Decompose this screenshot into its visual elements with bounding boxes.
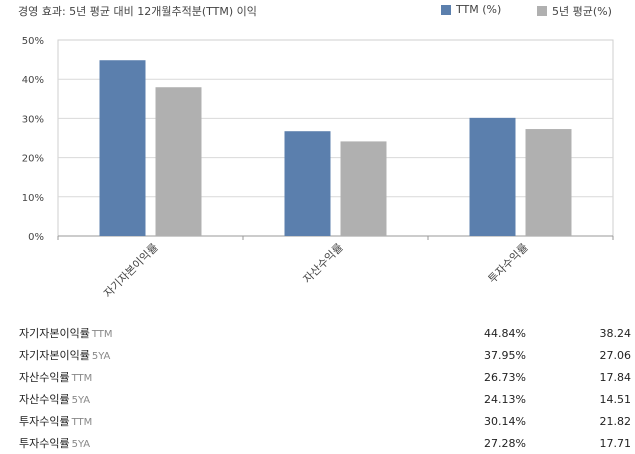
legend-5ya: 5년 평균(%) [537, 3, 612, 19]
row-value: 17.71 [599, 436, 632, 450]
chart-title: 경영 효과: 5년 평균 대비 12개월추적분(TTM) 이익 [18, 5, 257, 18]
row-value-percent: 37.95% [484, 348, 526, 362]
x-category-label: 자기자본이익률 [101, 241, 160, 300]
legend-5ya-label: 5년 평균(%) [552, 5, 612, 18]
row-value-percent: 24.13% [484, 392, 526, 406]
table-row: 자기자본이익률 TTM 44.84% 38.24 [19, 322, 631, 344]
legend-5ya-swatch [537, 6, 547, 16]
y-tick-label: 20% [22, 154, 44, 165]
x-category-label: 자산수익률 [301, 241, 346, 286]
bar-chart: 0% 10% 20% 30% 40% 50% 자기자본이익률 자산수익률 투자수익률 [22, 36, 614, 300]
row-name: 자산수익률 [19, 371, 70, 384]
y-tick-label: 50% [22, 36, 44, 47]
legend-ttm-label: TTM (%) [456, 3, 502, 16]
row-name: 투자수익률 [19, 415, 70, 428]
y-tick-label: 30% [22, 114, 44, 125]
legend-ttm-swatch [441, 4, 451, 15]
bar-5ya [155, 87, 202, 237]
row-value: 21.82 [599, 414, 632, 428]
row-value: 38.24 [599, 326, 632, 340]
row-name: 자기자본이익률 [19, 349, 90, 362]
row-suffix: TTM [71, 417, 93, 428]
row-value: 17.84 [599, 370, 632, 384]
x-category-label: 투자수익률 [486, 241, 531, 286]
bar-ttm [99, 60, 146, 236]
y-tick-label: 40% [22, 75, 44, 86]
row-value: 27.06 [599, 348, 632, 362]
table-row: 투자수익률 TTM 30.14% 21.82 [19, 410, 631, 432]
row-value-percent: 26.73% [484, 370, 526, 384]
table-row: 자기자본이익률 5YA 37.95% 27.06 [19, 344, 631, 366]
table-row: 투자수익률 5YA 27.28% 17.71 [19, 432, 631, 454]
y-tick-label: 0% [28, 232, 44, 243]
row-value-percent: 44.84% [484, 326, 526, 340]
table-row: 자산수익률 TTM 26.73% 17.84 [19, 366, 631, 388]
table-row: 자산수익률 5YA 24.13% 14.51 [19, 388, 631, 410]
row-suffix: TTM [91, 329, 113, 340]
bar-5ya [525, 129, 572, 236]
row-name: 자기자본이익률 [19, 327, 90, 340]
row-suffix: 5YA [71, 439, 91, 450]
row-suffix: 5YA [71, 395, 91, 406]
bar-ttm [469, 117, 516, 236]
row-suffix: 5YA [91, 351, 111, 362]
row-value-percent: 27.28% [484, 436, 526, 450]
row-name: 자산수익률 [19, 393, 70, 406]
bar-ttm [284, 131, 331, 236]
row-suffix: TTM [71, 373, 93, 384]
summary-table: 자기자본이익률 TTM 44.84% 38.24 자기자본이익률 5YA 37.95… [19, 322, 631, 454]
y-tick-label: 10% [22, 193, 44, 204]
row-value: 14.51 [599, 392, 632, 406]
bar-5ya [340, 141, 387, 236]
row-name: 투자수익률 [19, 437, 70, 450]
row-value-percent: 30.14% [484, 414, 526, 428]
legend-ttm: TTM (%) [441, 3, 501, 16]
